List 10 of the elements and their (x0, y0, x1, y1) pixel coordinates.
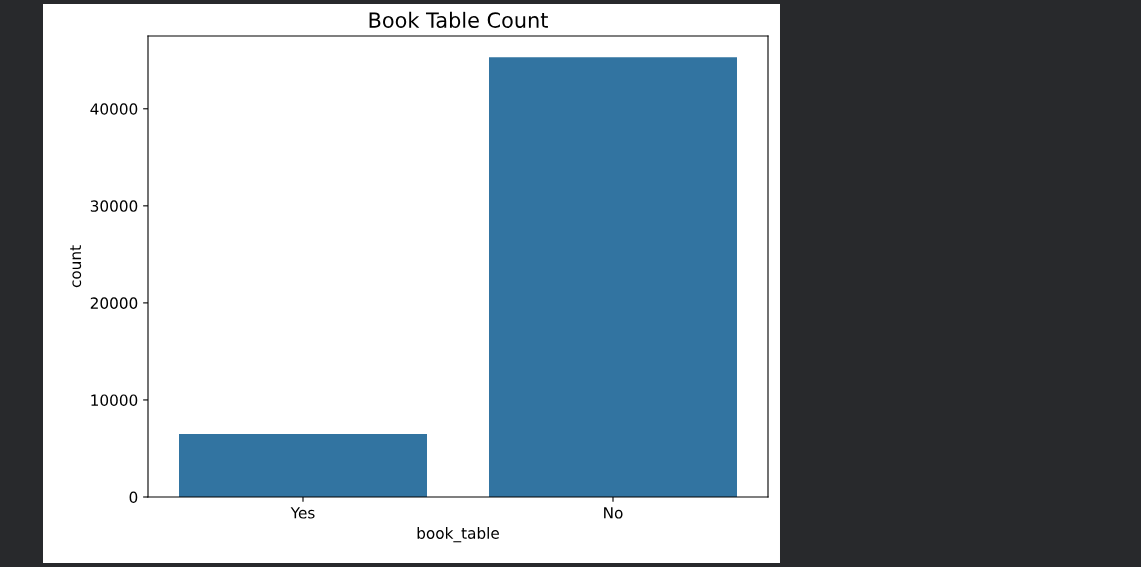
y-tick-label: 20000 (90, 297, 138, 309)
x-axis-title: book_table (417, 527, 499, 543)
y-tick-label: 10000 (91, 394, 138, 406)
y-axis-title: count (70, 245, 82, 288)
x-tick-label: No (604, 507, 623, 519)
chart-title: Book Table Count (369, 11, 548, 28)
x-tick-label: Yes (290, 507, 315, 519)
y-tick-label: 40000 (90, 103, 138, 115)
y-tick-label: 0 (129, 491, 138, 504)
y-tick-label: 30000 (90, 200, 138, 212)
